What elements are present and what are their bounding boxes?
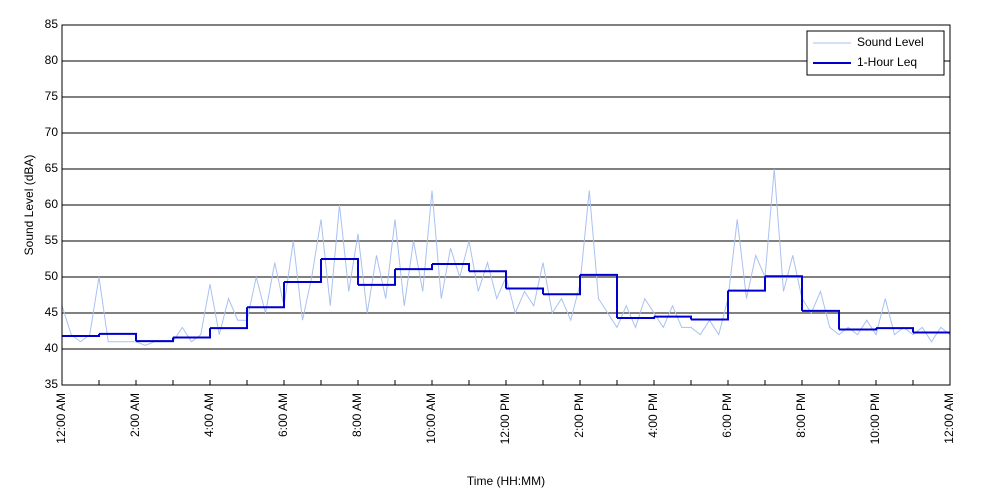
legend-box — [806, 30, 945, 76]
leq-step — [469, 270, 507, 289]
x-tick-label: 10:00 AM — [424, 393, 438, 444]
x-tick-label: 4:00 AM — [202, 393, 216, 437]
y-tick-label: 55 — [45, 233, 59, 247]
y-tick-label: 70 — [45, 125, 59, 139]
leq-step — [321, 258, 359, 285]
leq-step — [432, 263, 470, 272]
y-tick-label: 60 — [45, 197, 59, 211]
legend-label: Sound Level — [857, 35, 924, 49]
leq-step — [395, 264, 433, 271]
legend-label: 1-Hour Leq — [857, 55, 917, 69]
x-tick-label: 8:00 PM — [794, 393, 808, 438]
y-tick-label: 80 — [45, 53, 59, 67]
x-tick-label: 6:00 PM — [720, 393, 734, 438]
y-axis-label: Sound Level (dBA) — [22, 155, 36, 256]
leq-step — [728, 276, 766, 292]
y-tick-label: 50 — [45, 269, 59, 283]
x-tick-label: 4:00 PM — [646, 393, 660, 438]
x-tick-label: 12:00 AM — [942, 393, 956, 444]
x-tick-label: 2:00 PM — [572, 393, 586, 438]
leq-step — [876, 327, 914, 333]
x-tick-label: 10:00 PM — [868, 393, 882, 444]
x-tick-label: 12:00 AM — [54, 393, 68, 444]
leq-step — [802, 309, 840, 330]
leq-step — [247, 282, 285, 309]
x-tick-label: 8:00 AM — [350, 393, 364, 437]
x-axis-label: Time (HH:MM) — [467, 474, 545, 488]
leq-step — [691, 290, 729, 321]
y-tick-label: 40 — [45, 341, 59, 355]
leq-step — [580, 273, 618, 319]
leq-step — [284, 259, 322, 284]
leq-step — [506, 287, 544, 295]
x-tick-label: 6:00 AM — [276, 393, 290, 437]
y-tick-label: 45 — [45, 305, 59, 319]
y-tick-label: 85 — [45, 17, 59, 31]
plot-frame — [61, 24, 951, 386]
leq-step — [210, 307, 248, 330]
leq-step — [136, 337, 174, 343]
x-tick-label: 12:00 PM — [498, 393, 512, 444]
leq-step — [543, 274, 581, 296]
leq-step — [358, 269, 396, 286]
leq-step — [99, 332, 137, 342]
x-tick-label: 2:00 AM — [128, 393, 142, 437]
y-tick-label: 35 — [45, 377, 59, 391]
y-tick-label: 65 — [45, 161, 59, 175]
leq-step — [173, 328, 211, 339]
y-tick-label: 75 — [45, 89, 59, 103]
leq-step — [765, 275, 803, 311]
